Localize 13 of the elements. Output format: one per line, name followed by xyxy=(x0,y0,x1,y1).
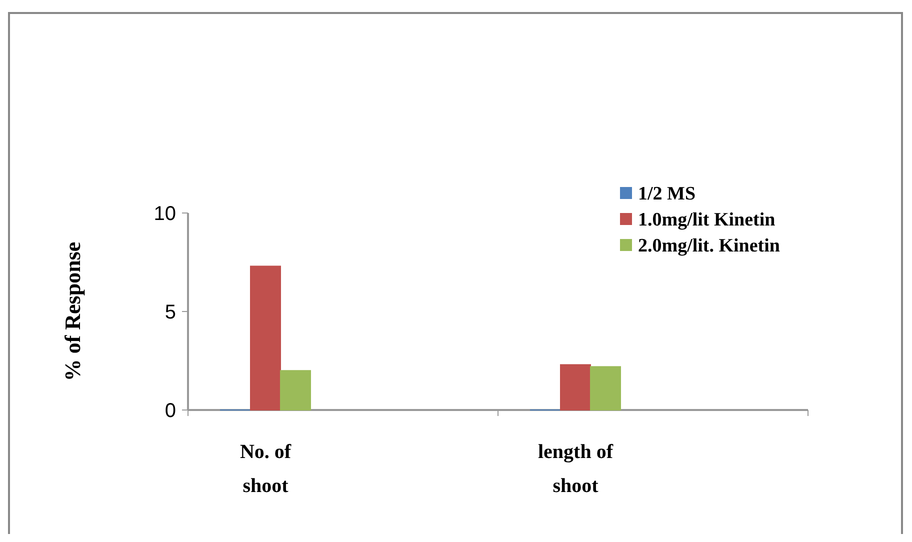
x-tick-label: length of shoot xyxy=(538,441,614,497)
x-tick-label: No. of shoot xyxy=(240,441,292,497)
y-tick-label: 10 xyxy=(154,203,176,225)
legend-label: 2.0mg/lit. Kinetin xyxy=(638,236,780,257)
legend-label: 1.0mg/lit Kinetin xyxy=(638,210,776,231)
legend-label: 1/2 MS xyxy=(638,184,696,205)
y-axis-title: % of Response xyxy=(60,242,85,382)
bar xyxy=(560,364,591,410)
bar xyxy=(280,370,311,410)
bar xyxy=(250,266,281,410)
y-tick-label: 5 xyxy=(164,302,176,324)
y-tick-label: 0 xyxy=(164,400,176,422)
bar xyxy=(590,366,621,410)
